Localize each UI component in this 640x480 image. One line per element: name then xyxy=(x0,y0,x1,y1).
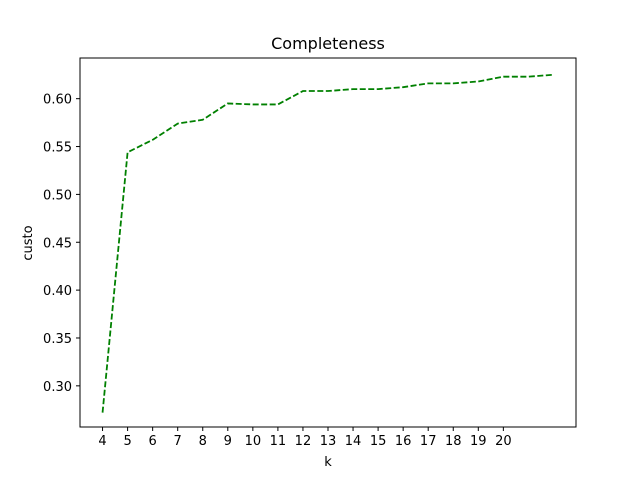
x-tick-label: 4 xyxy=(98,434,106,449)
x-tick-label: 19 xyxy=(470,434,487,449)
x-tick-label: 20 xyxy=(495,434,512,449)
y-tick-label: 0.50 xyxy=(43,188,72,203)
series-line xyxy=(101,73,554,413)
y-tick-label: 0.30 xyxy=(43,380,72,395)
y-axis-ticks: 0.30 0.35 0.40 0.45 0.50 0.55 0.60 xyxy=(43,93,80,395)
chart-title: Completeness xyxy=(271,34,385,53)
y-tick-label: 0.40 xyxy=(43,284,72,299)
x-tick-label: 10 xyxy=(245,434,262,449)
x-axis-ticks: 4 5 6 7 8 9 10 11 12 13 14 15 16 17 18 19 20 xyxy=(98,427,512,449)
x-tick-label: 15 xyxy=(370,434,387,449)
x-tick-label: 7 xyxy=(174,434,182,449)
y-tick-label: 0.45 xyxy=(43,236,72,251)
x-tick-label: 14 xyxy=(345,434,362,449)
x-tick-label: 17 xyxy=(420,434,437,449)
x-axis-label: k xyxy=(324,455,332,470)
x-tick-label: 18 xyxy=(445,434,462,449)
x-tick-label: 6 xyxy=(149,434,157,449)
y-axis-label: custo xyxy=(21,225,36,260)
y-tick-label: 0.55 xyxy=(43,141,72,156)
x-tick-label: 11 xyxy=(270,434,287,449)
plot-frame xyxy=(79,57,577,428)
x-tick-label: 5 xyxy=(123,434,131,449)
x-tick-label: 12 xyxy=(295,434,312,449)
y-tick-label: 0.60 xyxy=(43,93,72,108)
x-tick-label: 16 xyxy=(395,434,412,449)
x-tick-label: 8 xyxy=(199,434,207,449)
y-tick-label: 0.35 xyxy=(43,332,72,347)
series-layer xyxy=(101,73,554,413)
x-tick-label: 9 xyxy=(224,434,232,449)
x-tick-label: 13 xyxy=(320,434,337,449)
